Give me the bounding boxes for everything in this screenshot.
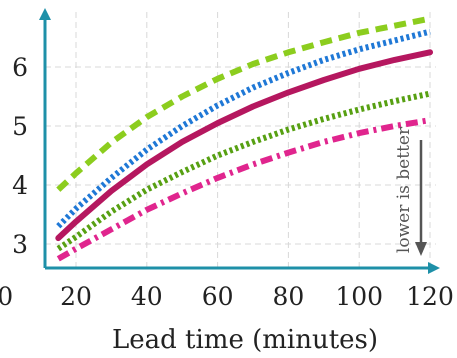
series-line-1 bbox=[56, 15, 431, 192]
x-tick-label: 80 bbox=[272, 282, 304, 311]
x-tick-label: 40 bbox=[131, 282, 163, 311]
series-line-4 bbox=[56, 90, 431, 252]
tick-labels: 0 20 40 60 80 100 120 3 4 5 6 bbox=[0, 53, 454, 311]
x-tick-label: 120 bbox=[406, 282, 454, 311]
y-tick-label: 3 bbox=[12, 230, 28, 259]
y-tick-label: 4 bbox=[12, 171, 28, 200]
x-axis-arrow bbox=[428, 262, 440, 274]
series-lines bbox=[55, 15, 433, 262]
x-axis-label: Lead time (minutes) bbox=[112, 325, 378, 355]
x-tick-label: 20 bbox=[60, 282, 92, 311]
annotation-text: lower is better bbox=[394, 126, 414, 253]
y-axis-arrow bbox=[39, 8, 51, 20]
x-tick-label: 0 bbox=[0, 282, 13, 311]
annotation-arrow-head bbox=[415, 242, 427, 256]
series-line-3 bbox=[55, 49, 433, 242]
x-tick-label: 100 bbox=[335, 282, 383, 311]
annotation: lower is better bbox=[394, 126, 427, 256]
axes bbox=[39, 8, 440, 274]
grid-lines bbox=[45, 12, 436, 268]
y-tick-label: 6 bbox=[12, 53, 28, 82]
y-tick-label: 5 bbox=[12, 112, 28, 141]
series-line-5 bbox=[56, 117, 431, 262]
x-tick-label: 60 bbox=[202, 282, 234, 311]
